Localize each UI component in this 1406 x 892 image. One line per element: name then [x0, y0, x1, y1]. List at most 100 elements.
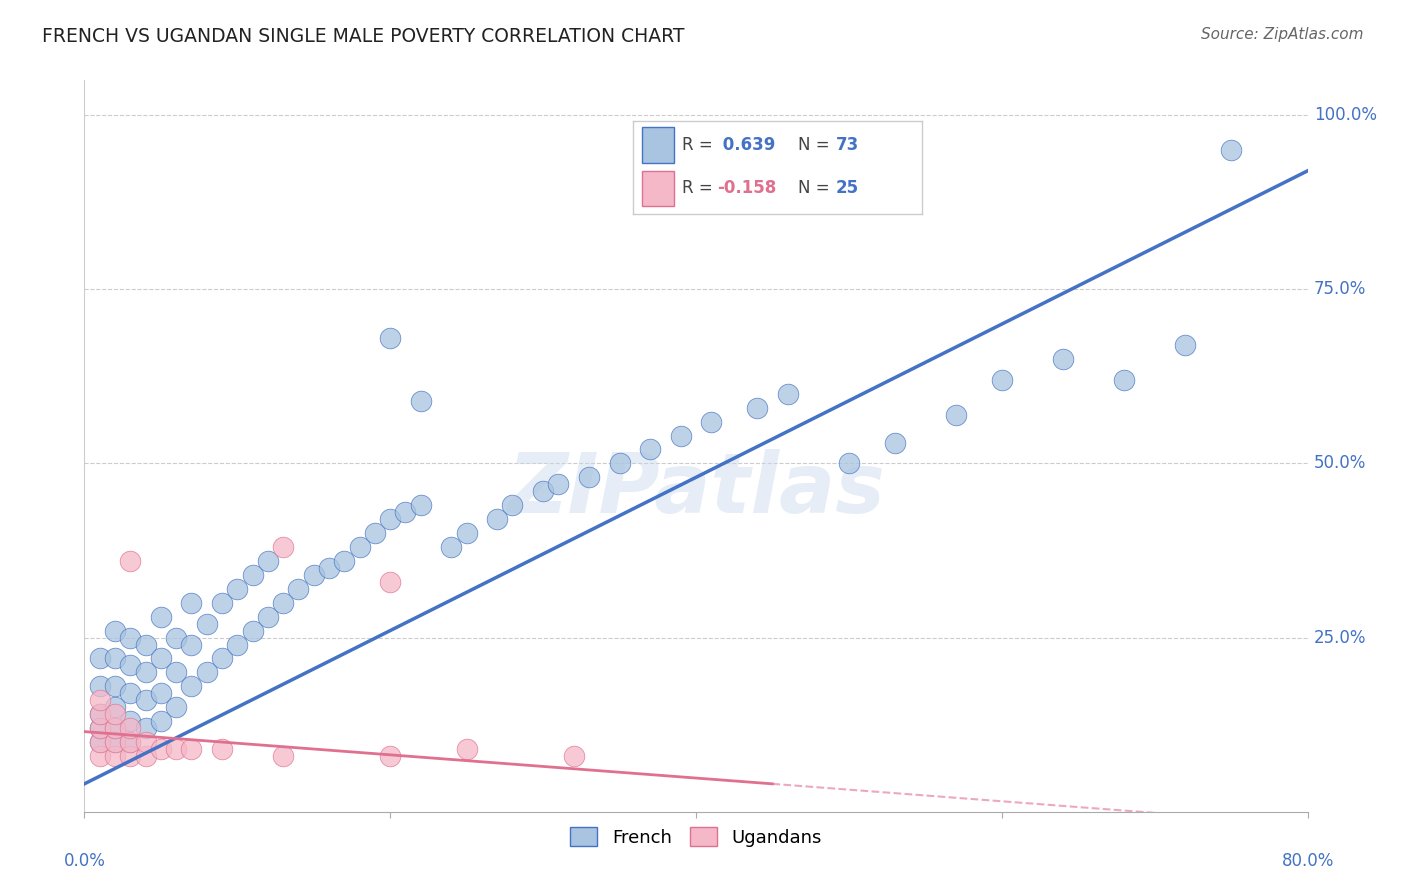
- Point: [120, 658, 142, 673]
- Point: [104, 721, 127, 735]
- Point: [89, 721, 111, 735]
- Point: [120, 735, 142, 749]
- Point: [89, 721, 111, 735]
- Point: [135, 735, 157, 749]
- Text: -0.158: -0.158: [717, 179, 776, 197]
- Point: [180, 638, 202, 652]
- Point: [89, 735, 111, 749]
- Point: [271, 596, 294, 610]
- Point: [394, 505, 416, 519]
- Text: 0.0%: 0.0%: [63, 852, 105, 870]
- Point: [135, 665, 157, 680]
- Point: [364, 526, 387, 541]
- Point: [380, 331, 402, 345]
- Point: [547, 477, 569, 491]
- Point: [226, 582, 249, 596]
- Point: [120, 714, 142, 728]
- Point: [135, 638, 157, 652]
- Point: [180, 742, 202, 756]
- Point: [149, 651, 172, 665]
- Point: [945, 408, 967, 422]
- Point: [257, 554, 280, 568]
- Bar: [643, 171, 673, 206]
- Point: [669, 428, 692, 442]
- Point: [89, 651, 111, 665]
- Point: [242, 624, 264, 638]
- Text: 75.0%: 75.0%: [1313, 280, 1367, 298]
- Point: [502, 498, 524, 512]
- Point: [135, 721, 157, 735]
- Point: [180, 596, 202, 610]
- Point: [302, 567, 325, 582]
- Text: 100.0%: 100.0%: [1313, 106, 1376, 124]
- Point: [211, 596, 233, 610]
- Point: [578, 470, 600, 484]
- Point: [1220, 143, 1243, 157]
- Point: [104, 749, 127, 764]
- Point: [104, 735, 127, 749]
- Bar: [643, 128, 673, 162]
- Point: [440, 540, 463, 554]
- Text: 0.639: 0.639: [717, 136, 776, 154]
- Point: [180, 679, 202, 693]
- Text: ZIPatlas: ZIPatlas: [508, 450, 884, 531]
- Point: [747, 401, 769, 415]
- Point: [486, 512, 509, 526]
- Point: [89, 735, 111, 749]
- Point: [991, 373, 1014, 387]
- Point: [135, 749, 157, 764]
- Point: [838, 457, 860, 471]
- Point: [135, 693, 157, 707]
- Point: [638, 442, 661, 457]
- Point: [104, 679, 127, 693]
- Point: [89, 749, 111, 764]
- Point: [195, 616, 218, 631]
- Text: FRENCH VS UGANDAN SINGLE MALE POVERTY CORRELATION CHART: FRENCH VS UGANDAN SINGLE MALE POVERTY CO…: [42, 27, 685, 45]
- Point: [226, 638, 249, 652]
- Point: [89, 693, 111, 707]
- Text: 73: 73: [835, 136, 859, 154]
- Point: [165, 742, 187, 756]
- Point: [333, 554, 356, 568]
- Text: R =: R =: [682, 179, 718, 197]
- Point: [271, 540, 294, 554]
- Text: N =: N =: [799, 179, 835, 197]
- Text: N =: N =: [799, 136, 835, 154]
- Point: [120, 686, 142, 700]
- Point: [456, 742, 478, 756]
- Point: [120, 749, 142, 764]
- Point: [149, 742, 172, 756]
- Text: 80.0%: 80.0%: [1281, 852, 1334, 870]
- Point: [318, 561, 340, 575]
- Text: 25: 25: [835, 179, 859, 197]
- Point: [165, 700, 187, 714]
- Text: R =: R =: [682, 136, 718, 154]
- Point: [883, 435, 905, 450]
- Point: [1114, 373, 1136, 387]
- Point: [120, 631, 142, 645]
- Text: Source: ZipAtlas.com: Source: ZipAtlas.com: [1201, 27, 1364, 42]
- Point: [211, 742, 233, 756]
- Point: [89, 707, 111, 722]
- Point: [409, 393, 432, 408]
- Point: [562, 749, 585, 764]
- Point: [104, 700, 127, 714]
- Point: [1052, 351, 1074, 366]
- Point: [380, 574, 402, 589]
- Point: [120, 735, 142, 749]
- Point: [104, 721, 127, 735]
- Point: [409, 498, 432, 512]
- Point: [456, 526, 478, 541]
- Point: [165, 665, 187, 680]
- Point: [776, 386, 799, 401]
- Point: [211, 651, 233, 665]
- Point: [195, 665, 218, 680]
- Point: [271, 749, 294, 764]
- Point: [242, 567, 264, 582]
- Point: [120, 721, 142, 735]
- Point: [104, 651, 127, 665]
- Text: 50.0%: 50.0%: [1313, 454, 1367, 473]
- Point: [257, 609, 280, 624]
- Legend: French, Ugandans: French, Ugandans: [562, 820, 830, 854]
- Point: [609, 457, 631, 471]
